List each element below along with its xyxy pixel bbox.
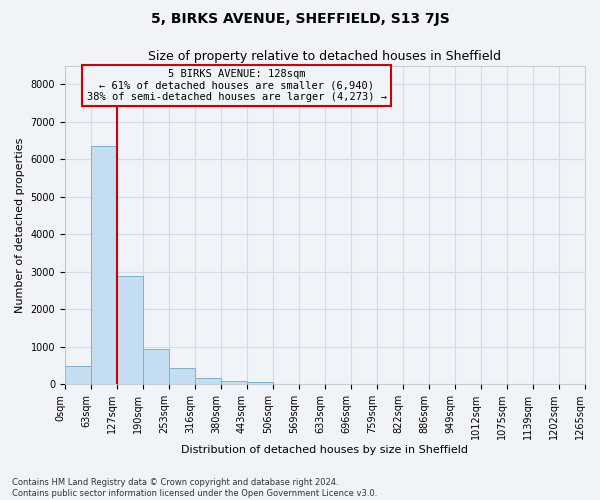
Text: 5, BIRKS AVENUE, SHEFFIELD, S13 7JS: 5, BIRKS AVENUE, SHEFFIELD, S13 7JS xyxy=(151,12,449,26)
Y-axis label: Number of detached properties: Number of detached properties xyxy=(15,137,25,312)
Bar xyxy=(221,381,247,384)
Bar xyxy=(117,276,143,384)
Bar xyxy=(65,366,91,384)
Bar xyxy=(143,348,169,384)
Bar xyxy=(195,378,221,384)
X-axis label: Distribution of detached houses by size in Sheffield: Distribution of detached houses by size … xyxy=(181,445,469,455)
Text: 5 BIRKS AVENUE: 128sqm
← 61% of detached houses are smaller (6,940)
38% of semi-: 5 BIRKS AVENUE: 128sqm ← 61% of detached… xyxy=(86,68,386,102)
Bar xyxy=(247,382,273,384)
Title: Size of property relative to detached houses in Sheffield: Size of property relative to detached ho… xyxy=(148,50,502,63)
Text: Contains HM Land Registry data © Crown copyright and database right 2024.
Contai: Contains HM Land Registry data © Crown c… xyxy=(12,478,377,498)
Bar xyxy=(91,146,117,384)
Bar xyxy=(169,368,195,384)
